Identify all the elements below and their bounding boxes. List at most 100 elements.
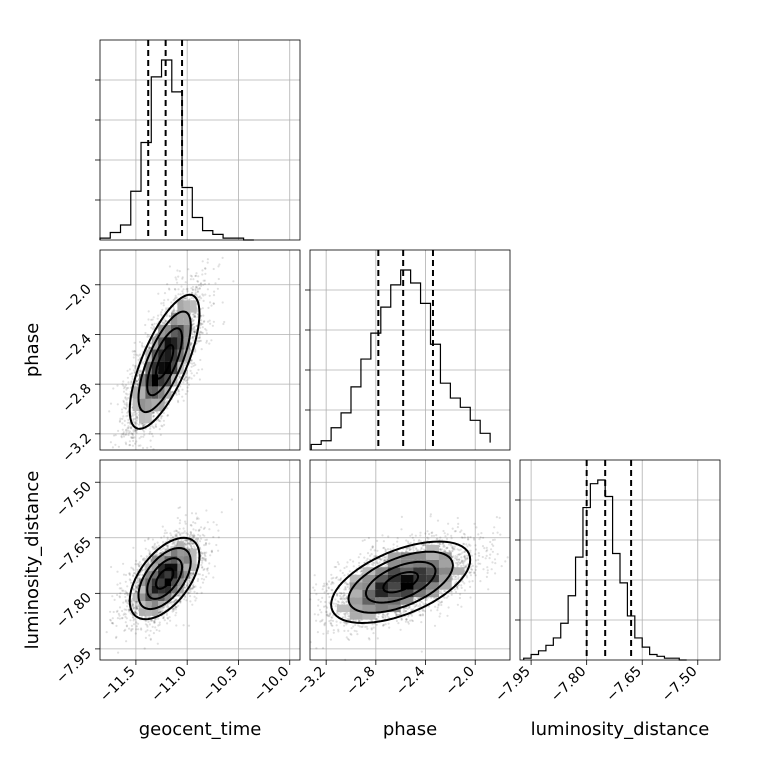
sample-point <box>138 423 141 426</box>
sample-point <box>182 381 185 384</box>
sample-point <box>194 289 197 292</box>
sample-point <box>129 426 133 430</box>
sample-point <box>126 369 129 372</box>
sample-point <box>128 440 131 443</box>
sample-point <box>149 425 152 428</box>
sample-point <box>177 401 180 404</box>
sample-point <box>124 392 128 395</box>
sample-point <box>166 399 169 402</box>
sample-point <box>203 279 206 282</box>
sample-point <box>135 559 138 562</box>
sample-point <box>187 376 190 379</box>
sample-point <box>163 322 166 325</box>
sample-point <box>192 337 195 340</box>
sample-point <box>201 269 204 272</box>
sample-point <box>166 622 169 625</box>
sample-point <box>192 313 195 316</box>
sample-point <box>196 339 199 342</box>
sample-point <box>158 629 161 633</box>
sample-point <box>147 310 150 313</box>
sample-point <box>167 287 171 290</box>
sample-point <box>154 335 157 338</box>
sample-point <box>170 391 173 394</box>
sample-point <box>196 280 200 283</box>
sample-point <box>163 619 166 622</box>
sample-point <box>140 435 143 438</box>
sample-point <box>159 433 162 436</box>
sample-point <box>117 445 120 448</box>
sample-point <box>119 582 122 585</box>
sample-point <box>223 320 226 324</box>
sample-point <box>137 383 140 386</box>
sample-point <box>121 383 124 386</box>
sample-point <box>130 436 133 439</box>
sample-point <box>196 296 199 299</box>
sample-point <box>150 432 153 435</box>
sample-point <box>154 423 157 426</box>
sample-point <box>131 377 134 380</box>
sample-point <box>190 291 194 294</box>
sample-point <box>130 380 133 383</box>
sample-point <box>152 414 155 417</box>
sample-point <box>125 443 128 446</box>
sample-point <box>149 342 152 345</box>
sample-point <box>181 276 184 279</box>
sample-point <box>142 424 145 427</box>
sample-point <box>161 321 165 324</box>
sample-point <box>196 312 199 315</box>
sample-point <box>122 399 125 402</box>
sample-point <box>185 371 188 375</box>
sample-point <box>137 358 140 362</box>
sample-point <box>112 387 115 390</box>
sample-point <box>207 282 211 285</box>
sample-point <box>191 603 194 606</box>
sample-point <box>193 325 196 329</box>
sample-point <box>212 320 215 323</box>
sample-point <box>140 369 143 373</box>
hist-panel-luminosity_distance <box>515 459 721 661</box>
sample-point <box>196 280 199 283</box>
sample-point <box>192 583 195 587</box>
hist-panel-geocent_time <box>95 39 301 241</box>
sample-point <box>209 554 212 557</box>
sample-point <box>126 393 129 396</box>
sample-point <box>183 598 186 601</box>
sample-point <box>183 378 186 382</box>
sample-point <box>124 441 127 444</box>
sample-point <box>125 387 128 390</box>
sample-point <box>194 522 197 525</box>
sample-point <box>111 446 114 449</box>
sample-point <box>147 549 150 552</box>
sample-point <box>160 424 163 427</box>
sample-point <box>181 388 184 391</box>
sample-point <box>199 358 202 362</box>
sample-point <box>193 335 196 338</box>
sample-point <box>172 542 175 545</box>
sample-point <box>194 274 197 278</box>
sample-point <box>172 308 176 311</box>
sample-point <box>121 411 124 414</box>
sample-point <box>127 433 130 437</box>
sample-point <box>137 372 140 375</box>
panel-frame <box>99 39 301 241</box>
sample-point <box>124 407 127 410</box>
sample-point <box>190 365 193 368</box>
sample-point <box>201 581 205 584</box>
sample-point <box>201 322 204 325</box>
sample-point <box>152 632 155 635</box>
sample-point <box>204 293 207 296</box>
scatter-panel-geocent_time-luminosity_distance <box>99 459 301 661</box>
sample-point <box>137 383 140 386</box>
sample-point <box>150 326 153 329</box>
sample-point <box>162 301 165 305</box>
sample-point <box>180 285 183 288</box>
sample-point <box>182 399 185 402</box>
sample-point <box>190 317 193 321</box>
sample-point <box>181 395 184 398</box>
sample-point <box>195 372 199 375</box>
sample-point <box>209 301 212 304</box>
sample-point <box>132 414 135 417</box>
sample-point <box>179 519 182 522</box>
sample-point <box>189 342 193 346</box>
sample-point <box>122 401 125 404</box>
